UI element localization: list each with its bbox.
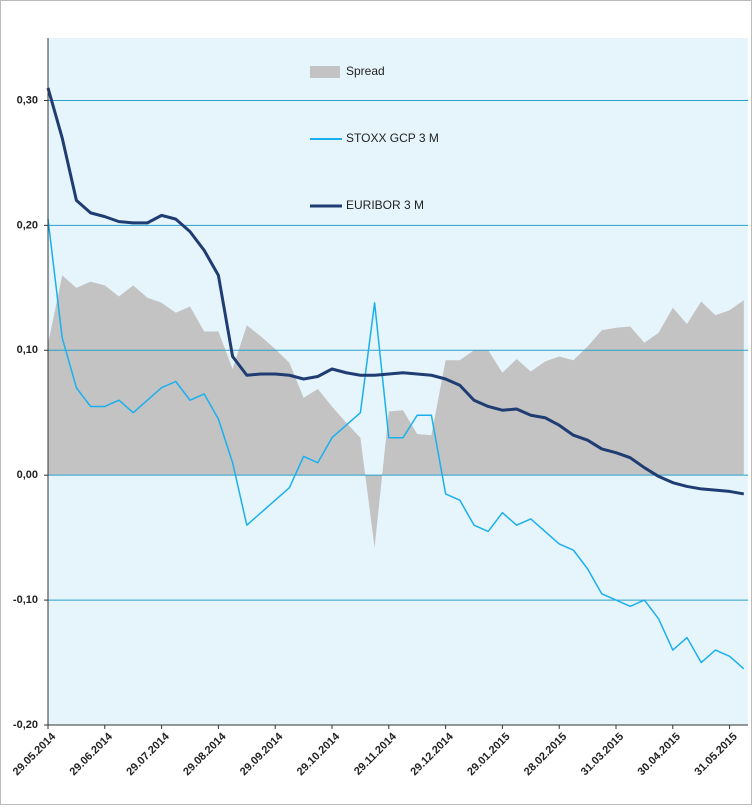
y-tick-label: 0,00 (17, 469, 38, 481)
y-tick-label: -0,20 (13, 719, 38, 731)
legend-label: Spread (346, 64, 385, 78)
legend-label: EURIBOR 3 M (346, 198, 424, 212)
y-tick-label: 0,20 (17, 219, 38, 231)
legend: Spread STOXX GCP 3 M EURIBOR 3 M (310, 64, 439, 212)
y-tick-label: -0,10 (13, 594, 38, 606)
series-line (46, 87, 745, 496)
series-line (47, 219, 745, 670)
y-tick-label: 0,30 (17, 94, 38, 106)
legend-label: STOXX GCP 3 M (346, 131, 439, 145)
spread-area (48, 275, 744, 548)
legend-swatch (310, 66, 340, 78)
y-tick-label: 0,10 (17, 344, 38, 356)
